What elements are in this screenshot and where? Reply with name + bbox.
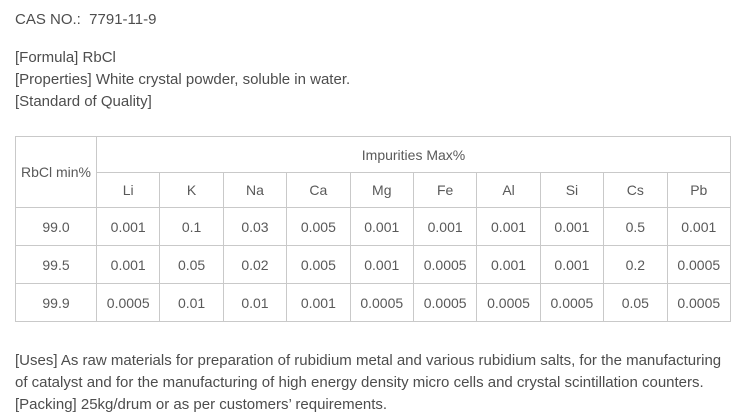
standard-of-quality-line: [Standard of Quality] (15, 93, 152, 110)
impurity-value-cell: 0.001 (539, 207, 605, 246)
impurity-value-cell: 0.03 (222, 207, 288, 246)
impurity-value-cell: 0.001 (412, 207, 478, 246)
rbcl-min-header: RbCl min% (15, 136, 97, 208)
element-header-cs: Cs (603, 172, 668, 208)
impurity-value-cell: 0.0005 (666, 283, 732, 322)
impurity-value-cell: 0.001 (286, 283, 351, 322)
table-row-grade-99-9: 99.9 0.0005 0.01 0.01 0.001 0.0005 0.000… (15, 283, 732, 322)
impurity-value-cell: 0.001 (666, 207, 732, 246)
table-header-row-elements: Li K Na Ca Mg Fe Al Si Cs Pb (16, 172, 732, 208)
element-header-k: K (159, 172, 224, 208)
impurity-value-cell: 0.001 (476, 207, 541, 246)
table-row-grade-99-0: 99.0 0.001 0.1 0.03 0.005 0.001 0.001 0.… (15, 207, 732, 246)
impurity-value-cell: 0.0005 (412, 283, 478, 322)
cas-number-line: CAS NO.: 7791-11-9 (15, 11, 157, 28)
impurity-value-cell: 0.1 (159, 207, 224, 246)
impurity-value-cell: 0.0005 (95, 283, 161, 322)
impurity-value-cell: 0.01 (159, 283, 224, 322)
quality-standard-table: RbCl min% Impurities Max% Li K Na Ca Mg … (15, 136, 732, 322)
table-row-grade-99-5: 99.5 0.001 0.05 0.02 0.005 0.001 0.0005 … (15, 245, 732, 284)
impurity-value-cell: 0.001 (95, 207, 161, 246)
impurity-value-cell: 0.001 (349, 245, 414, 284)
element-header-li: Li (95, 172, 161, 208)
impurity-value-cell: 0.0005 (476, 283, 541, 322)
impurity-value-cell: 0.0005 (412, 245, 478, 284)
element-header-fe: Fe (412, 172, 478, 208)
impurity-value-cell: 0.05 (159, 245, 224, 284)
impurity-value-cell: 0.05 (603, 283, 668, 322)
impurity-value-cell: 0.0005 (349, 283, 414, 322)
impurity-value-cell: 0.0005 (539, 283, 605, 322)
uses-line: [Uses] As raw materials for preparation … (15, 352, 722, 391)
table-header-row-impurities: RbCl min% Impurities Max% (15, 136, 731, 208)
element-header-pb: Pb (666, 172, 732, 208)
rbcl-grade-cell: 99.9 (15, 283, 97, 322)
impurity-value-cell: 0.001 (476, 245, 541, 284)
impurity-value-cell: 0.01 (222, 283, 288, 322)
formula-line: [Formula] RbCl (15, 49, 116, 66)
rbcl-grade-cell: 99.0 (15, 207, 97, 246)
element-header-al: Al (476, 172, 541, 208)
impurity-value-cell: 0.005 (286, 245, 351, 284)
impurity-value-cell: 0.005 (286, 207, 351, 246)
impurity-value-cell: 0.001 (539, 245, 605, 284)
impurity-value-cell: 0.0005 (666, 245, 732, 284)
element-header-mg: Mg (349, 172, 414, 208)
impurities-max-header: Impurities Max% (96, 136, 731, 173)
element-header-si: Si (539, 172, 605, 208)
element-header-na: Na (222, 172, 288, 208)
impurity-value-cell: 0.5 (603, 207, 668, 246)
impurity-value-cell: 0.001 (95, 245, 161, 284)
impurity-value-cell: 0.001 (349, 207, 414, 246)
impurity-value-cell: 0.02 (222, 245, 288, 284)
impurity-value-cell: 0.2 (603, 245, 668, 284)
rbcl-grade-cell: 99.5 (15, 245, 97, 284)
packing-line: [Packing] 25kg/drum or as per customers’… (15, 396, 388, 413)
properties-line: [Properties] White crystal powder, solub… (15, 71, 351, 88)
element-header-ca: Ca (286, 172, 351, 208)
